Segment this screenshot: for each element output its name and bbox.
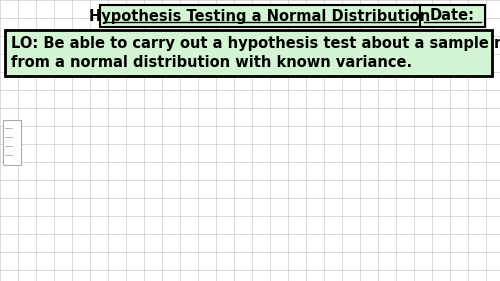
Text: Hypothesis Testing a Normal Distribution: Hypothesis Testing a Normal Distribution	[90, 8, 430, 24]
FancyBboxPatch shape	[420, 5, 485, 27]
FancyBboxPatch shape	[3, 120, 21, 165]
FancyBboxPatch shape	[5, 30, 492, 76]
Text: LO: Be able to carry out a hypothesis test about a sample mean
from a normal dis: LO: Be able to carry out a hypothesis te…	[11, 36, 500, 71]
Text: Date:: Date:	[430, 8, 475, 24]
FancyBboxPatch shape	[100, 5, 420, 27]
